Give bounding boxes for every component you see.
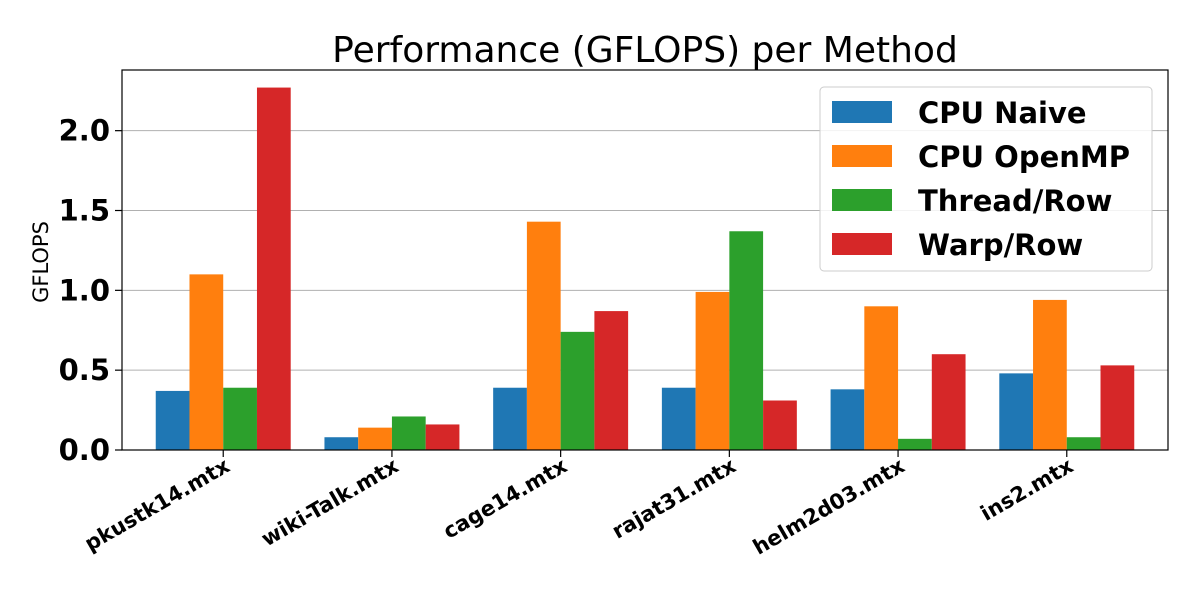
chart-title: Performance (GFLOPS) per Method xyxy=(332,30,958,71)
bar xyxy=(695,291,730,450)
legend: CPU Naive CPU OpenMP Thread/Row Warp/Row xyxy=(819,86,1153,272)
bar xyxy=(324,437,359,450)
bar xyxy=(898,438,932,450)
bar xyxy=(1066,437,1101,450)
legend-label: CPU Naive xyxy=(918,96,1087,130)
legend-swatch xyxy=(832,101,892,123)
bars xyxy=(155,87,1135,451)
bar xyxy=(594,311,629,450)
legend-swatch xyxy=(832,145,892,167)
bar xyxy=(493,387,527,450)
y-tick-label: 0.0 xyxy=(59,433,110,467)
y-axis-label: GFLOPS xyxy=(29,221,53,303)
bar xyxy=(425,424,460,450)
bar xyxy=(1033,299,1067,450)
bar xyxy=(729,231,764,450)
legend-label: Thread/Row xyxy=(918,184,1112,218)
legend-swatch xyxy=(832,233,892,255)
bar xyxy=(560,331,595,450)
bar xyxy=(189,274,224,450)
bar xyxy=(223,387,257,450)
y-axis-ticks: 0.0 0.5 1.0 1.5 2.0 xyxy=(59,114,122,467)
bar xyxy=(999,373,1034,450)
y-tick-label: 1.5 xyxy=(59,194,110,228)
y-tick-label: 2.0 xyxy=(59,114,110,148)
legend-swatch xyxy=(832,189,892,211)
bar xyxy=(1100,365,1135,450)
x-tick-label: rajat31.mtx xyxy=(608,453,740,543)
plot-frame xyxy=(121,69,1169,451)
bar xyxy=(931,354,966,450)
x-tick-label: wiki-Talk.mtx xyxy=(257,453,403,551)
y-tick-label: 1.0 xyxy=(59,273,110,307)
legend-label: Warp/Row xyxy=(918,228,1083,262)
y-tick-label: 0.5 xyxy=(59,353,110,387)
legend-label: CPU OpenMP xyxy=(918,140,1130,174)
bar xyxy=(256,87,291,451)
x-tick-label: pkustk14.mtx xyxy=(80,453,234,556)
x-tick-label: cage14.mtx xyxy=(439,453,571,543)
bar xyxy=(526,221,561,450)
bar xyxy=(864,306,899,450)
legend-box xyxy=(819,86,1153,272)
bar xyxy=(661,387,696,450)
bar xyxy=(763,400,797,450)
bar xyxy=(391,416,426,450)
x-axis-ticks: pkustk14.mtx wiki-Talk.mtx cage14.mtx rajat… xyxy=(80,450,1078,560)
bar xyxy=(358,427,392,450)
x-tick-label: ins2.mtx xyxy=(976,453,1077,525)
bar xyxy=(155,390,190,450)
bar xyxy=(830,389,865,450)
x-tick-label: helm2d03.mtx xyxy=(749,453,909,559)
